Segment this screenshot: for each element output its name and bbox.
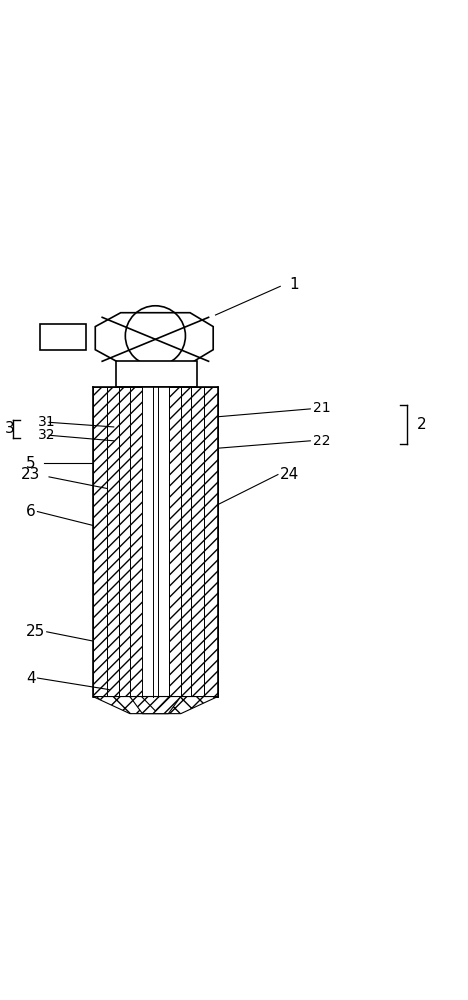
Bar	[181, 387, 191, 697]
Text: 23: 23	[21, 467, 41, 482]
Bar	[191, 387, 204, 697]
Text: 3: 3	[5, 421, 15, 436]
Bar	[204, 387, 218, 697]
Bar	[93, 387, 107, 697]
Text: 25: 25	[26, 624, 45, 639]
Bar	[130, 387, 141, 697]
Bar	[116, 361, 197, 387]
Text: 5: 5	[26, 456, 36, 471]
Text: 24: 24	[280, 467, 300, 482]
Polygon shape	[95, 313, 213, 364]
Text: 32: 32	[37, 428, 55, 442]
Polygon shape	[130, 697, 181, 714]
Text: 6: 6	[26, 504, 36, 519]
Text: 31: 31	[37, 415, 55, 429]
Polygon shape	[93, 697, 218, 714]
Polygon shape	[141, 697, 169, 711]
Bar	[40, 324, 86, 350]
Bar	[169, 387, 181, 697]
Text: 4: 4	[26, 671, 36, 686]
Bar	[107, 387, 119, 697]
Bar	[141, 387, 169, 697]
Text: 21: 21	[313, 401, 330, 415]
Bar	[119, 387, 130, 697]
Text: 22: 22	[313, 434, 330, 448]
Text: 1: 1	[290, 277, 299, 292]
Text: 2: 2	[417, 417, 426, 432]
